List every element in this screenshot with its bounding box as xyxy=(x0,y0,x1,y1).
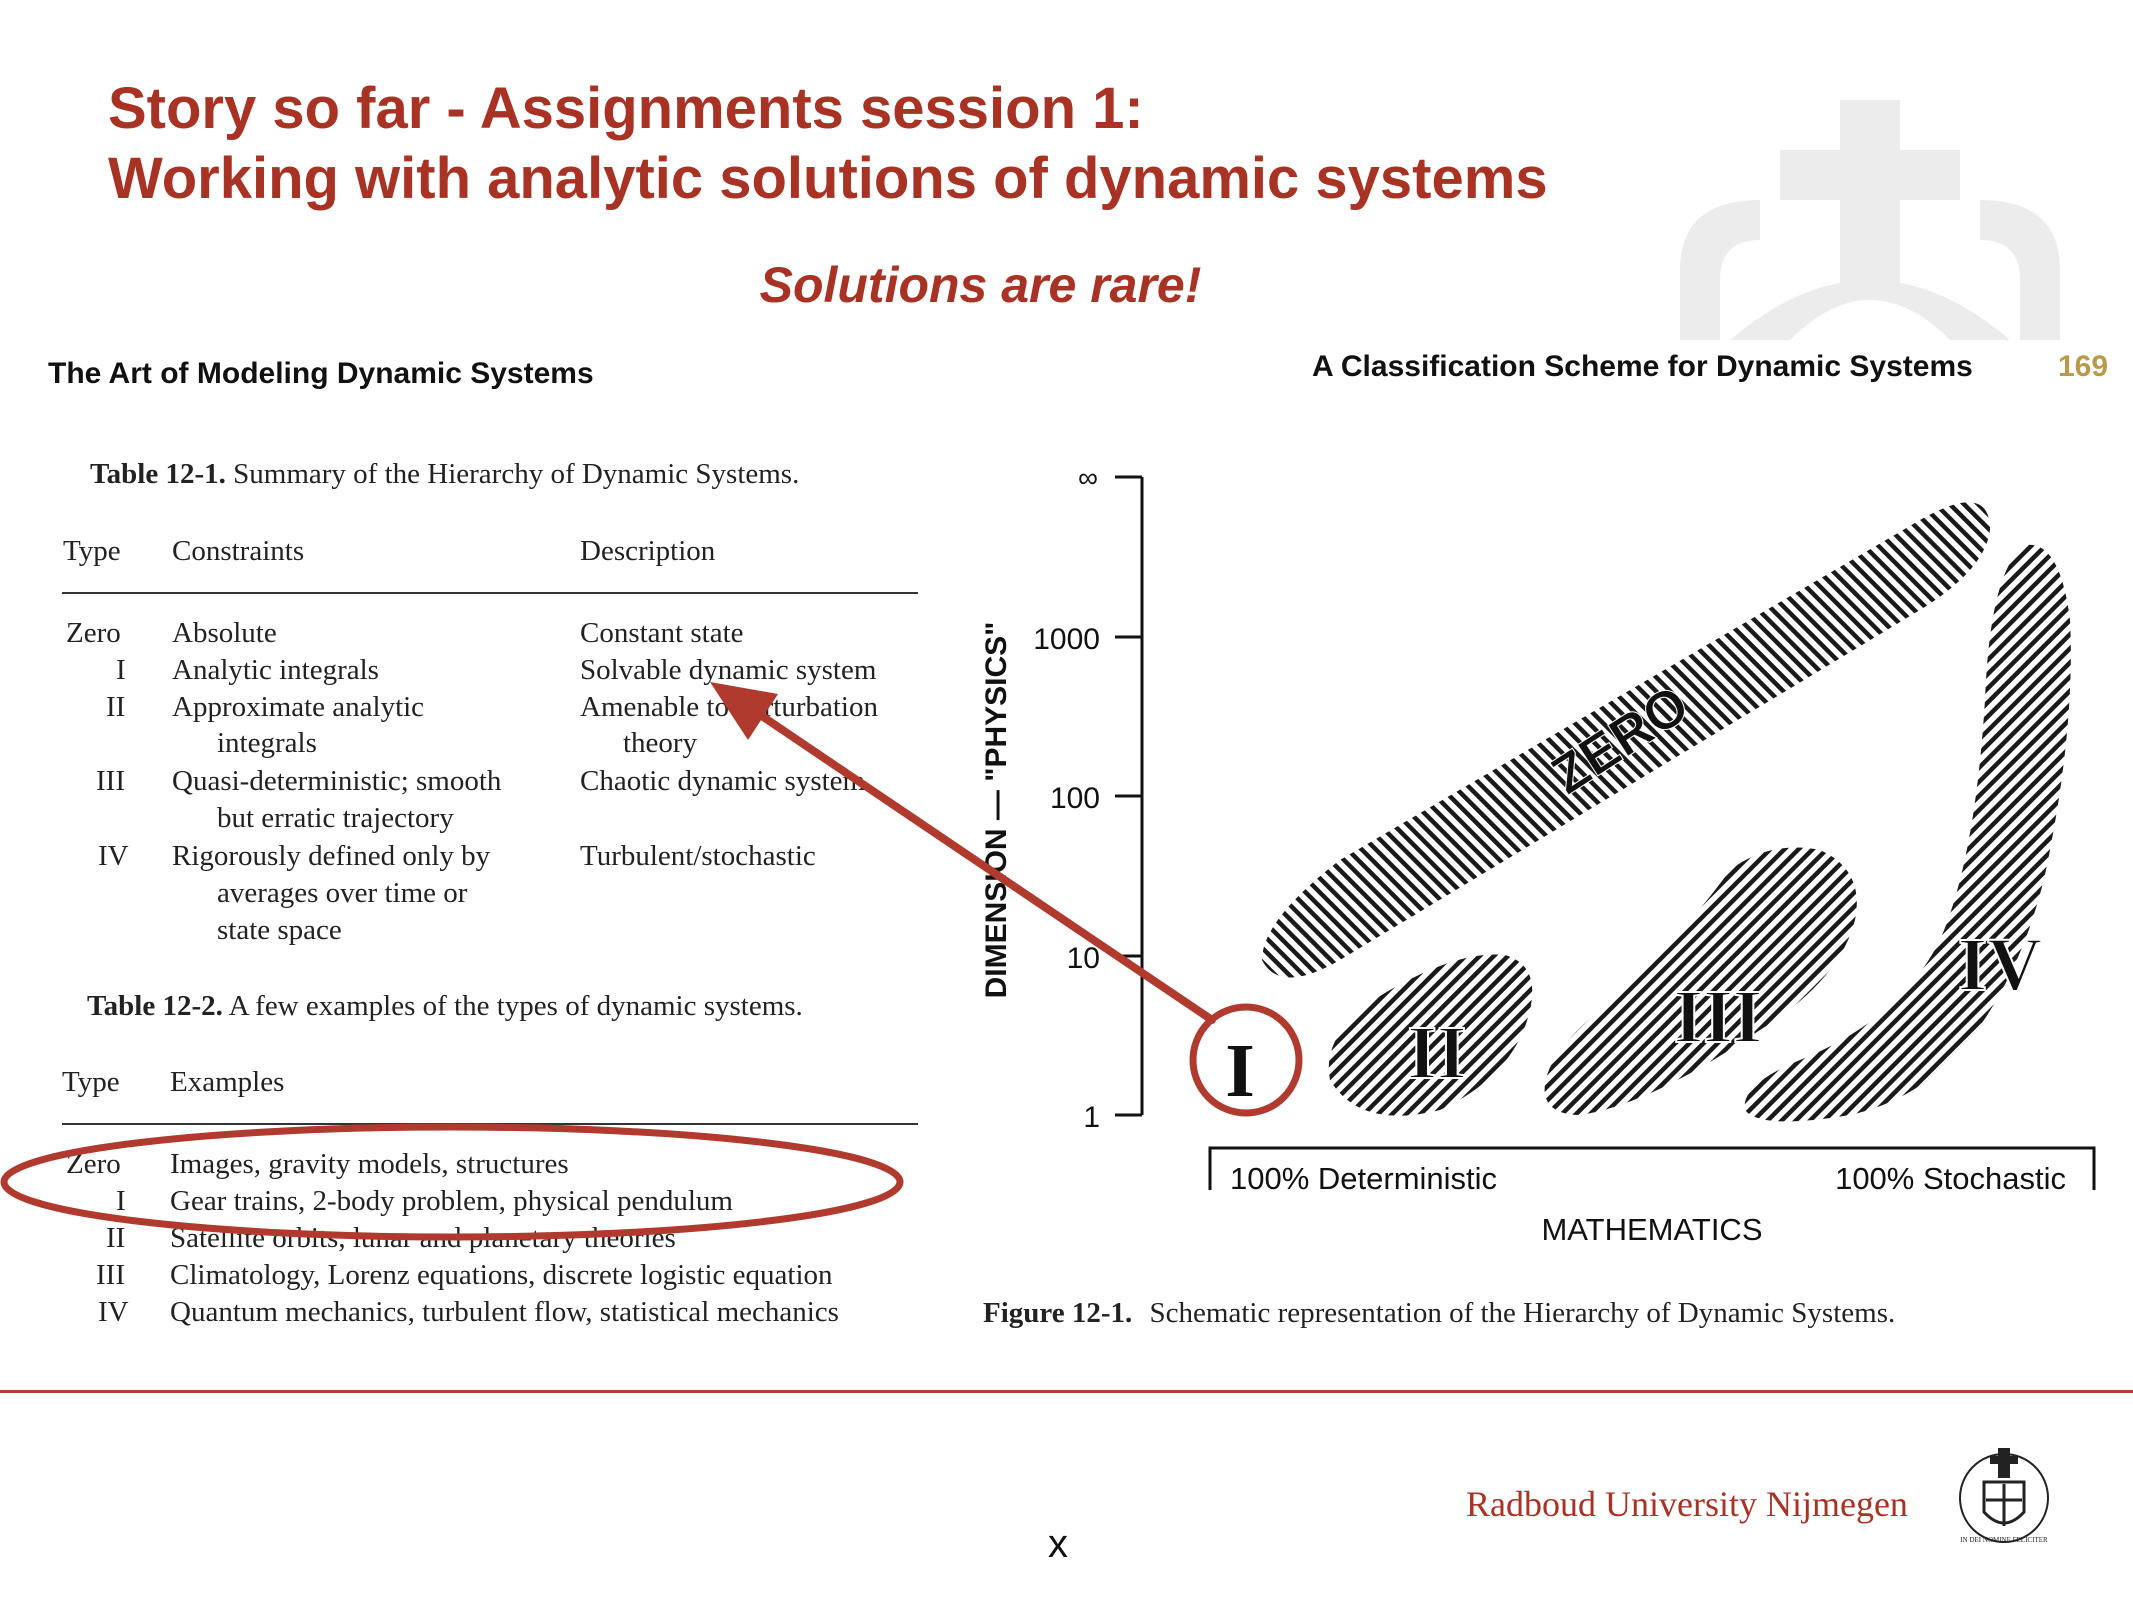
table1-row-iv-constraints-1: Rigorously defined only by xyxy=(172,840,491,872)
table1-caption-label: Table 12-1. xyxy=(90,458,226,490)
footer-divider xyxy=(0,1390,2133,1393)
table1-row-i-constraints: Analytic integrals xyxy=(172,654,379,686)
table1-row-zero-description: Constant state xyxy=(580,617,744,649)
page-number: 169 xyxy=(2058,350,2109,383)
annotation-arrow-shaft xyxy=(746,704,1216,1024)
table1-caption: Table 12-1. Summary of the Hierarchy of … xyxy=(90,458,799,491)
table2-caption: Table 12-2. A few examples of the types … xyxy=(87,990,803,1023)
slide-title-line-2: Working with analytic solutions of dynam… xyxy=(108,146,1548,211)
table2-row-i-examples: Gear trains, 2-body problem, physical pe… xyxy=(170,1185,733,1217)
table2-row-iv-type: IV xyxy=(98,1296,129,1328)
table1-header-constraints: Constraints xyxy=(172,535,305,567)
table1-row-iv-constraints-3: state space xyxy=(217,914,342,946)
region-iv xyxy=(1744,544,2071,1122)
table1-row-iv-type: IV xyxy=(98,840,129,872)
slide-title: Story so far - Assignments session 1: Wo… xyxy=(108,74,1548,214)
hierarchy-figure: ∞ 1000 100 10 1 DIMENSION — "PHYSICS" 10… xyxy=(0,462,2096,1247)
y-tick-label-1: 1 xyxy=(1083,1101,1100,1134)
book-left-header: The Art of Modeling Dynamic Systems xyxy=(48,357,594,390)
table1-row-iii-constraints-2: but erratic trajectory xyxy=(217,802,454,834)
table2-row-i-type: I xyxy=(116,1185,126,1217)
region-label-ii: II xyxy=(1407,1011,1466,1095)
x-right-label: 100% Stochastic xyxy=(1835,1161,2066,1196)
table2-header-examples: Examples xyxy=(170,1066,285,1098)
seal-text: IN DEI NOMINE FELICITER xyxy=(1960,1536,2048,1544)
x-axis-label: MATHEMATICS xyxy=(1541,1212,1762,1247)
table1-caption-text: Summary of the Hierarchy of Dynamic Syst… xyxy=(233,458,800,490)
figure-caption-text: Schematic representation of the Hierarch… xyxy=(1149,1297,1896,1329)
table2-row-iv-examples: Quantum mechanics, turbulent flow, stati… xyxy=(170,1296,839,1328)
table1-row-i-type: I xyxy=(116,654,126,686)
highlight-circle-type-i xyxy=(1189,1003,1303,1117)
y-tick-label-inf: ∞ xyxy=(1078,462,1098,493)
region-label-iv: IV xyxy=(1958,923,2043,1007)
university-name: Radboud University Nijmegen xyxy=(1466,1484,1908,1524)
university-seal-icon: IN DEI NOMINE FELICITER xyxy=(1959,1448,2049,1544)
table1-row-ii-type: II xyxy=(106,691,126,723)
y-tick-label-1000: 1000 xyxy=(1033,623,1100,656)
table1-row-ii-constraints-1: Approximate analytic xyxy=(172,691,425,723)
table1-row-i-description: Solvable dynamic system xyxy=(580,654,877,686)
table1-row-iv-constraints-2: averages over time or xyxy=(217,877,468,909)
table1-row-iii-constraints-1: Quasi-deterministic; smooth xyxy=(172,765,502,797)
table1-header-rule xyxy=(62,592,918,594)
table2-row-ii-type: II xyxy=(106,1222,126,1254)
x-axis-bracket xyxy=(1208,1146,2096,1190)
y-tick-label-10: 10 xyxy=(1067,942,1100,975)
table1-header-description: Description xyxy=(580,535,716,567)
x-left-label: 100% Deterministic xyxy=(1230,1161,1497,1196)
region-iii xyxy=(1544,847,1857,1115)
table2-row-iii-examples: Climatology, Lorenz equations, discrete … xyxy=(170,1259,833,1291)
table1-row-zero-constraints: Absolute xyxy=(172,617,277,649)
slide-mark: x xyxy=(1048,1522,1068,1566)
table2-caption-text: A few examples of the types of dynamic s… xyxy=(228,990,803,1022)
book-right-header: A Classification Scheme for Dynamic Syst… xyxy=(1312,350,1973,383)
figure-caption: Figure 12-1. Schematic representation of… xyxy=(983,1297,1895,1330)
y-axis-label: DIMENSION — "PHYSICS" xyxy=(980,622,1013,999)
slide-title-line-1: Story so far - Assignments session 1: xyxy=(108,76,1144,141)
table1-header-type: Type xyxy=(63,535,121,567)
table1-row-iii-type: III xyxy=(96,765,125,797)
highlight-ellipse-examples xyxy=(0,1123,904,1241)
figure-caption-label: Figure 12-1. xyxy=(983,1297,1133,1329)
table1-row-iii-description: Chaotic dynamic system xyxy=(580,765,866,797)
annotation-arrowhead xyxy=(710,682,778,740)
table2-row-zero-examples: Images, gravity models, structures xyxy=(170,1148,569,1180)
table2-row-iii-type: III xyxy=(96,1259,125,1291)
region-label-i: I xyxy=(1225,1029,1255,1113)
table1-row-ii-constraints-2: integrals xyxy=(217,727,317,759)
table1-row-zero-type: Zero xyxy=(66,617,121,649)
table2-header-type: Type xyxy=(62,1066,120,1098)
slide-subtitle: Solutions are rare! xyxy=(759,257,1202,313)
watermark-emblem xyxy=(1680,100,2060,340)
region-zero xyxy=(1262,502,1990,978)
y-tick-label-100: 100 xyxy=(1050,782,1100,815)
region-ii xyxy=(1328,954,1533,1116)
table1-row-ii-description-2: theory xyxy=(623,727,698,759)
region-label-iii: III xyxy=(1674,975,1763,1059)
table1-row-iv-description: Turbulent/stochastic xyxy=(580,840,816,872)
table2-caption-label: Table 12-2. xyxy=(87,990,223,1022)
